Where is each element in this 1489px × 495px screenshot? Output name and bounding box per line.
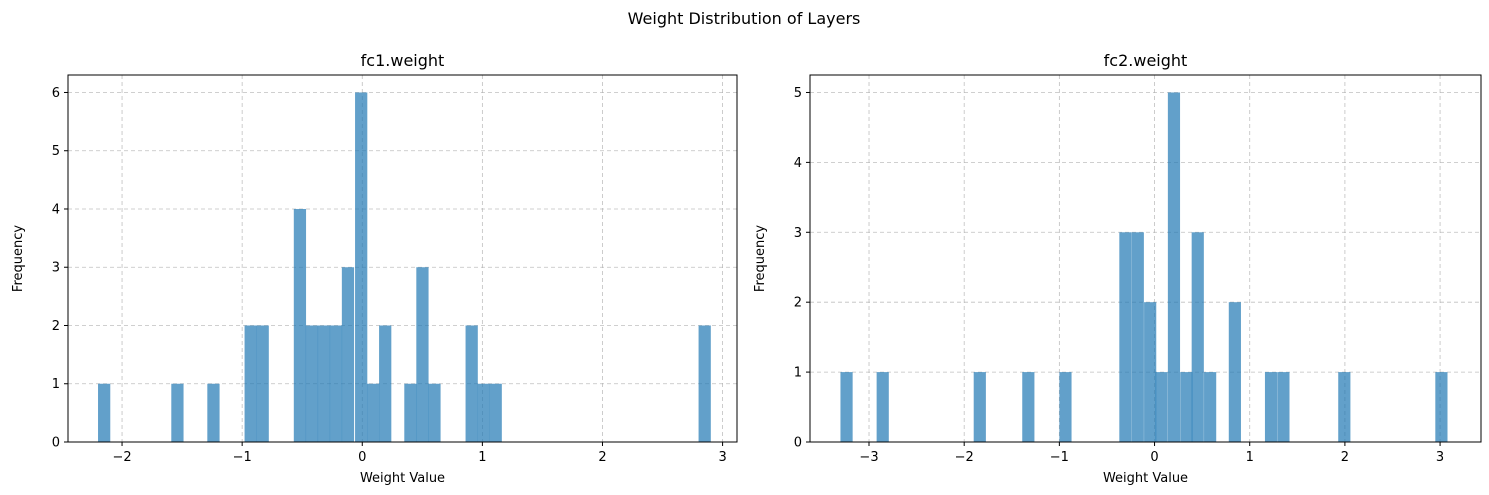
histogram-bar [1119, 232, 1132, 442]
histogram-bar [293, 208, 307, 442]
y-axis-label: Frequency [11, 225, 26, 292]
histogram-bar [1435, 372, 1448, 442]
histogram-bar [1022, 372, 1035, 442]
histogram-bar [367, 383, 380, 442]
histogram-bar [416, 267, 429, 442]
histogram-bar [305, 325, 319, 442]
histogram-bar [171, 383, 184, 442]
histogram-bar [404, 383, 417, 442]
axes-frame [809, 74, 1482, 443]
x-tick-label: 0 [358, 450, 366, 465]
y-tick-label: 2 [794, 296, 802, 311]
x-tick-label: −3 [859, 450, 878, 465]
histogram-bar [1167, 92, 1181, 442]
histogram-bar [698, 325, 711, 442]
y-tick-label: 3 [794, 226, 802, 241]
subplot-title: fc2.weight [1104, 51, 1188, 70]
y-tick-label: 6 [52, 86, 60, 101]
x-tick-label: 0 [1150, 450, 1158, 465]
figure-suptitle: Weight Distribution of Layers [628, 9, 861, 28]
y-tick-label: 5 [794, 86, 802, 101]
y-tick-label: 0 [52, 436, 60, 451]
histogram-bar [1277, 372, 1290, 442]
x-tick-label: 1 [478, 450, 486, 465]
histogram-bar [1059, 372, 1072, 442]
y-tick-label: 2 [52, 319, 60, 334]
histogram-bar [973, 372, 986, 442]
gridlines [810, 75, 1481, 443]
histogram-bar [489, 383, 502, 442]
histogram-bar [477, 383, 490, 442]
y-tick-label: 4 [794, 156, 802, 171]
y-tick-label: 5 [52, 144, 60, 159]
y-tick-label: 4 [52, 202, 60, 217]
histogram-bar [428, 383, 441, 442]
subplot-fc2-weight: −3 −2 −1 0 1 2 3 0 1 2 3 4 5 fc2.weight Weight Value Fr… [753, 51, 1482, 486]
x-tick-label: 2 [598, 450, 606, 465]
x-tick-label: 1 [1246, 450, 1254, 465]
histogram-bar [1180, 372, 1193, 442]
x-tick-label: −2 [955, 450, 974, 465]
x-axis-label: Weight Value [360, 471, 445, 486]
histogram-bar [1144, 302, 1157, 442]
histogram-bar [341, 267, 355, 442]
x-tick-label: 3 [718, 450, 726, 465]
y-tick-label: 3 [52, 261, 60, 276]
histogram-bar [98, 383, 111, 442]
histogram-bars [840, 92, 1448, 442]
histogram-bar [876, 372, 889, 442]
x-tick-label: −1 [233, 450, 252, 465]
histogram-bar [244, 325, 257, 442]
histogram-bar [355, 92, 368, 442]
x-tick-label: 2 [1341, 450, 1349, 465]
histogram-bar [1204, 372, 1217, 442]
histogram-bar [329, 325, 343, 442]
x-tick-label: −2 [112, 450, 131, 465]
histogram-bar [840, 372, 853, 442]
histogram-bar [1155, 372, 1168, 442]
histogram-bar [465, 325, 478, 442]
histogram-bar [256, 325, 269, 442]
x-tick-label: −1 [1050, 450, 1069, 465]
histogram-bar [379, 325, 392, 442]
axes-frame [67, 74, 738, 443]
histogram-bar [317, 325, 331, 442]
subplot-title: fc1.weight [361, 51, 445, 70]
y-axis-label: Frequency [753, 225, 768, 292]
histogram-bar [1228, 302, 1241, 442]
subplot-fc1-weight: −2 −1 0 1 2 3 0 1 2 3 4 5 6 fc1.weight Weight Value Fre… [11, 51, 738, 486]
histogram-bar [1191, 232, 1204, 442]
y-tick-label: 1 [52, 377, 60, 392]
y-tick-label: 0 [794, 436, 802, 451]
histogram-bar [1264, 372, 1278, 442]
x-axis-label: Weight Value [1103, 471, 1188, 486]
histogram-bars [98, 92, 711, 442]
histogram-bar [1338, 372, 1351, 442]
histogram-bar [1131, 232, 1144, 442]
y-tick-label: 1 [794, 366, 802, 381]
x-tick-label: 3 [1436, 450, 1444, 465]
histogram-bar [207, 383, 220, 442]
